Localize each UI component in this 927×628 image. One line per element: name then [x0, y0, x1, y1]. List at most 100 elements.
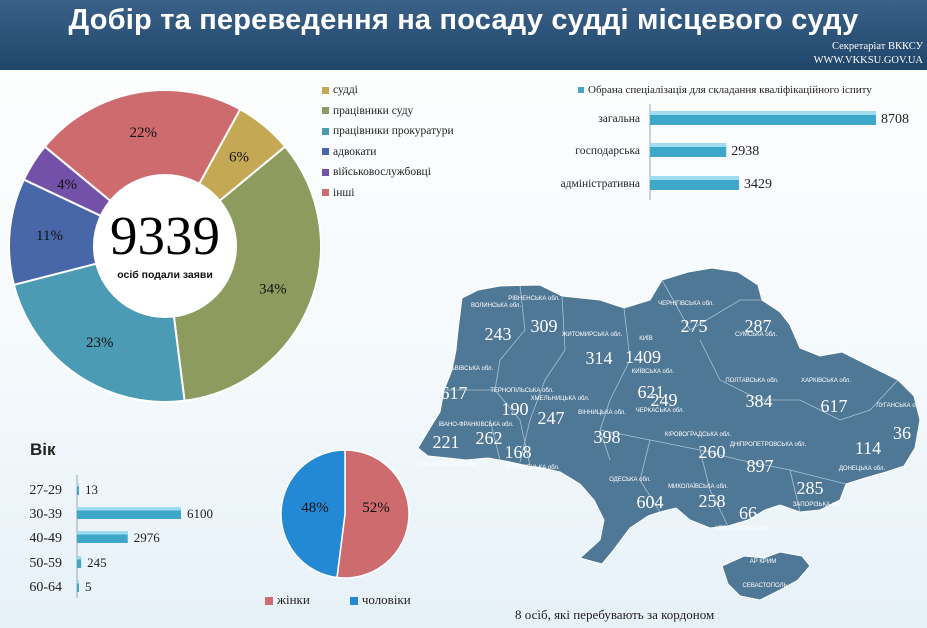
map-region-value: 262 [476, 428, 503, 448]
legend-swatch [322, 127, 329, 135]
map-region-value: 258 [699, 491, 726, 511]
map-region-value: 314 [586, 348, 613, 368]
map-region-value: 617 [441, 383, 468, 403]
map-region-value: 604 [637, 492, 664, 512]
map-region-name: ДНІПРОПЕТРОВСЬКА обл. [730, 442, 807, 448]
legend-swatch [265, 597, 273, 606]
age-bar-highlight [77, 556, 82, 560]
map-region-name: КІРОВОГРАДСЬКА обл. [665, 432, 732, 438]
map-region-name: СУМСЬКА обл. [735, 332, 777, 338]
map-region-name: ЗАПОРІЗЬКА обл. [793, 502, 844, 508]
legend-swatch [349, 597, 358, 606]
age-value-label: 5 [85, 579, 92, 594]
pie-slice-1 [163, 145, 322, 402]
map-region-name: ТЕРНОПІЛЬСЬКА обл. [490, 388, 554, 394]
map-region-name: ВОЛИНСЬКА обл. [471, 303, 521, 309]
map-region-name: ЛУГАНСЬКА обл. [876, 403, 924, 409]
map-region-name: КИЇВСЬКА обл. [632, 368, 675, 375]
map-region-name: ОДЕСЬКА обл. [609, 477, 651, 483]
age-bar-highlight [77, 483, 79, 487]
spec-bar-highlight [650, 143, 727, 147]
region-borders [444, 279, 899, 527]
map-region-value: 66 [739, 503, 757, 523]
spec-category-label: господарська [575, 145, 640, 157]
map-region-name: ХЕРСОНСЬКА обл. [715, 526, 770, 532]
spec-value-label: 8708 [881, 112, 909, 127]
legend-swatch [322, 168, 329, 176]
pie-legend-item: судді [322, 84, 358, 96]
pie-legend-label: працівники суду [333, 104, 414, 117]
pie-slice-label: 11% [36, 228, 63, 244]
age-category-label: 27-29 [29, 483, 62, 498]
map-region-name: КИЇВ [639, 335, 652, 342]
age-category-label: 60-64 [29, 580, 62, 595]
map-region-value: 309 [531, 316, 558, 336]
age-value-label: 245 [87, 555, 107, 570]
gender-slice-label: 48% [301, 500, 329, 516]
age-category-label: 50-59 [29, 556, 62, 571]
pie-slice-label: 22% [130, 125, 158, 141]
age-value-label: 6100 [187, 506, 213, 521]
map-region-name: ЖИТОМИРСЬКА обл. [562, 332, 623, 338]
pie-slice-label: 4% [57, 177, 77, 193]
age-bar [77, 556, 82, 568]
age-category-label: 40-49 [29, 531, 62, 546]
pie-legend-label: військовослужбовці [333, 166, 431, 178]
map-region-value: 221 [433, 432, 460, 452]
map-region-name: ХАРКІВСЬКА обл. [801, 378, 851, 384]
header-banner: Добір та переведення на посаду судді міс… [0, 0, 927, 70]
legend-swatch [322, 148, 329, 156]
map-region-value: 190 [502, 399, 529, 419]
gender-legend-label: чоловіки [361, 592, 411, 607]
age-category-label: 30-39 [29, 507, 62, 522]
age-bar [77, 580, 79, 592]
ukraine-mainland-shape [417, 267, 921, 565]
map-region-name: МИКОЛАЇВСЬКА обл. [668, 483, 728, 490]
map-region-value: 275 [681, 316, 708, 336]
map-region-name: ІВАНО-ФРАНКІВСЬКА обл. [438, 422, 513, 428]
age-bar-highlight [77, 507, 181, 511]
gender-legend-item: жінки [265, 592, 310, 607]
spec-category-label: загальна [598, 113, 640, 125]
age-bar [77, 483, 79, 495]
age-value-label: 13 [85, 482, 98, 497]
pie-legend-label: адвокати [333, 145, 377, 158]
map-region-value: 617 [821, 396, 848, 416]
pie-slice-label: 6% [229, 150, 249, 166]
map-region-name: ЗАКАРПАТСЬКА обл. [418, 462, 478, 468]
gender-slice-1 [280, 449, 346, 579]
map-region-name: ВІННИЦЬКА обл. [578, 410, 626, 416]
map-region-value: 36 [893, 423, 911, 443]
pie-slice-3 [8, 178, 168, 287]
pie-legend-item: працівники суду [322, 105, 413, 117]
pie-legend-item: працівники прокуратури [322, 125, 454, 137]
spec-bar-highlight [650, 111, 876, 115]
age-bar-highlight [77, 531, 128, 535]
map-region-value: 621 [638, 382, 665, 402]
crimea-shape [721, 551, 811, 601]
map-region-value: 249 [651, 390, 678, 410]
map-region-value: 243 [485, 324, 512, 344]
map-region-name: ПОЛТАВСЬКА обл. [725, 378, 779, 384]
secretariat-label: Секретаріат ВККСУ [832, 41, 923, 52]
specialization-legend: Обрана спеціалізація для складання квалі… [578, 84, 872, 96]
map-region-name: ЛЬВІВСЬКА обл. [447, 366, 494, 372]
page-title: Добір та переведення на посаду судді міс… [68, 4, 859, 36]
age-value-label: 2976 [134, 530, 161, 545]
map-region-value: 398 [594, 427, 621, 447]
spec-value-label: 2938 [731, 144, 759, 159]
map-region-value: 260 [699, 442, 726, 462]
map-region-value: 287 [745, 316, 772, 336]
map-region-name: ЧЕРНІГІВСЬКА обл. [658, 301, 714, 307]
map-region-name: ХМЕЛЬНИЦЬКА обл. [531, 396, 590, 402]
map-region-value: 897 [747, 456, 774, 476]
spec-bar-highlight [650, 176, 739, 180]
pie-slice-5 [43, 89, 242, 248]
gender-slice-0 [336, 449, 410, 579]
map-region-value: 285 [797, 478, 824, 498]
